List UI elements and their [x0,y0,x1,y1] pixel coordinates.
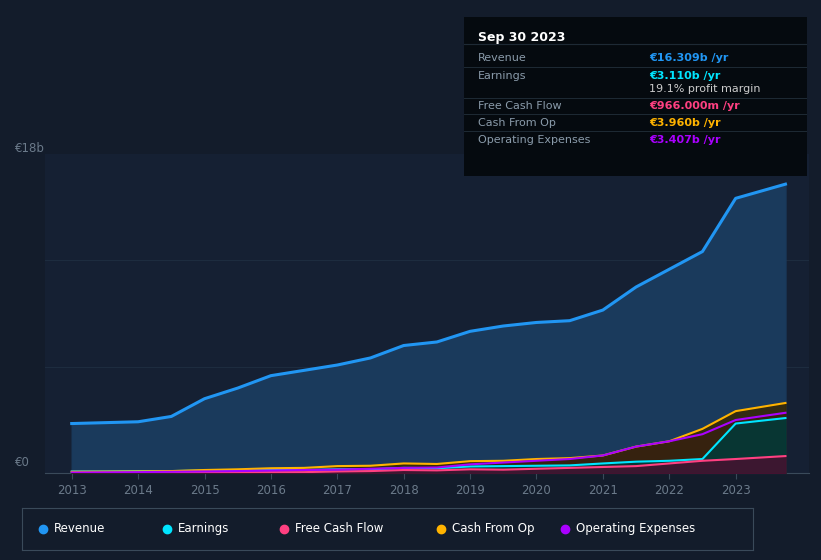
Text: €0: €0 [15,455,30,469]
Text: Cash From Op: Cash From Op [452,522,534,535]
Text: 19.1% profit margin: 19.1% profit margin [649,85,761,95]
Text: €3.407b /yr: €3.407b /yr [649,136,721,146]
Text: Revenue: Revenue [478,53,526,63]
Text: Cash From Op: Cash From Op [478,118,556,128]
Text: €18b: €18b [15,142,44,155]
Text: €3.110b /yr: €3.110b /yr [649,71,721,81]
Text: Free Cash Flow: Free Cash Flow [295,522,383,535]
Text: Earnings: Earnings [478,71,526,81]
Text: Free Cash Flow: Free Cash Flow [478,101,562,111]
Text: Sep 30 2023: Sep 30 2023 [478,31,565,44]
Text: €3.960b /yr: €3.960b /yr [649,118,721,128]
Text: Operating Expenses: Operating Expenses [576,522,695,535]
Text: Revenue: Revenue [53,522,105,535]
Text: Operating Expenses: Operating Expenses [478,136,590,146]
Text: €966.000m /yr: €966.000m /yr [649,101,740,111]
Text: Earnings: Earnings [178,522,229,535]
Text: €16.309b /yr: €16.309b /yr [649,53,728,63]
